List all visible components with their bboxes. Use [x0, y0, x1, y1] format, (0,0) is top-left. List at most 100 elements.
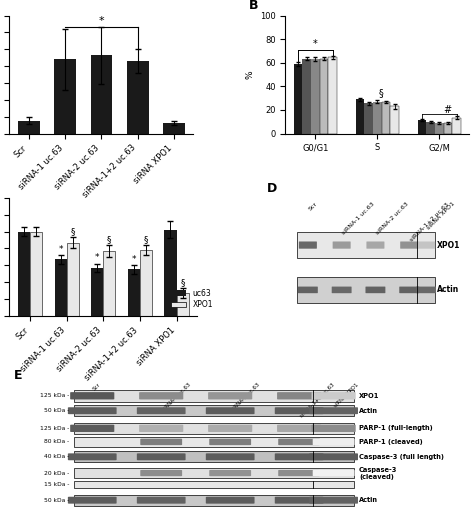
- FancyBboxPatch shape: [275, 453, 324, 460]
- Text: #: #: [443, 105, 451, 116]
- Y-axis label: %: %: [246, 70, 255, 79]
- Bar: [418, 120, 426, 133]
- Bar: [54, 59, 76, 133]
- Bar: [319, 59, 328, 133]
- Bar: [311, 59, 319, 133]
- FancyBboxPatch shape: [332, 287, 352, 293]
- Text: *: *: [95, 253, 100, 262]
- Bar: [74, 390, 354, 402]
- Bar: [74, 423, 354, 434]
- Text: Actin: Actin: [359, 408, 378, 414]
- Text: siRNA-1+2 uc.63: siRNA-1+2 uc.63: [409, 202, 450, 242]
- Bar: [67, 243, 79, 316]
- Bar: [452, 118, 461, 133]
- FancyBboxPatch shape: [68, 407, 117, 414]
- Text: 20 kDa -: 20 kDa -: [44, 470, 69, 476]
- FancyBboxPatch shape: [206, 453, 255, 460]
- Text: XPO1: XPO1: [359, 393, 379, 399]
- FancyBboxPatch shape: [333, 241, 351, 249]
- Text: E: E: [14, 369, 23, 382]
- FancyBboxPatch shape: [206, 407, 255, 414]
- Bar: [74, 405, 354, 416]
- Text: XPO1: XPO1: [438, 241, 461, 250]
- Text: §: §: [144, 234, 148, 244]
- Bar: [18, 121, 40, 133]
- FancyBboxPatch shape: [137, 497, 186, 504]
- FancyBboxPatch shape: [313, 439, 355, 445]
- FancyBboxPatch shape: [208, 425, 252, 432]
- Text: §: §: [180, 278, 185, 287]
- FancyBboxPatch shape: [311, 392, 356, 400]
- FancyBboxPatch shape: [399, 287, 419, 293]
- Text: siRNA XPO1: siRNA XPO1: [426, 202, 456, 231]
- Bar: [356, 100, 365, 133]
- Bar: [328, 57, 337, 133]
- Text: *: *: [58, 245, 63, 254]
- Text: Actin: Actin: [359, 497, 378, 503]
- FancyBboxPatch shape: [278, 470, 320, 476]
- FancyBboxPatch shape: [139, 392, 183, 400]
- Text: Actin: Actin: [438, 286, 460, 294]
- FancyBboxPatch shape: [275, 407, 324, 414]
- Text: PARP-1 (full-length): PARP-1 (full-length): [359, 425, 433, 431]
- Text: 40 kDa -: 40 kDa -: [44, 454, 69, 460]
- Text: §: §: [71, 227, 75, 236]
- Bar: [91, 55, 112, 133]
- Bar: [74, 495, 354, 505]
- Text: 125 kDa -: 125 kDa -: [40, 426, 69, 431]
- Bar: [74, 481, 354, 488]
- FancyBboxPatch shape: [68, 453, 117, 460]
- FancyBboxPatch shape: [140, 439, 182, 445]
- Text: §: §: [378, 88, 383, 98]
- Bar: [373, 102, 382, 133]
- Text: PARP-1 (cleaved): PARP-1 (cleaved): [359, 439, 423, 445]
- Bar: [127, 61, 149, 133]
- FancyBboxPatch shape: [137, 407, 186, 414]
- FancyBboxPatch shape: [277, 392, 321, 400]
- Text: siRNA-2 uc.63: siRNA-2 uc.63: [375, 202, 410, 236]
- Text: Scr: Scr: [92, 382, 102, 392]
- Text: 125 kDa -: 125 kDa -: [40, 393, 69, 398]
- Text: B: B: [248, 0, 258, 11]
- Text: 80 kDa -: 80 kDa -: [44, 439, 69, 444]
- Text: siRNA-1+2 uc.63: siRNA-1+2 uc.63: [299, 382, 336, 419]
- Bar: [30, 232, 42, 316]
- Bar: [163, 123, 185, 133]
- FancyBboxPatch shape: [417, 241, 435, 249]
- Text: *: *: [132, 255, 136, 264]
- Bar: [294, 64, 302, 133]
- Bar: [382, 102, 390, 133]
- Bar: [74, 437, 354, 447]
- Bar: [435, 123, 444, 133]
- Text: Caspase-3
(cleaved): Caspase-3 (cleaved): [359, 467, 397, 479]
- Text: *: *: [313, 39, 318, 49]
- Bar: [444, 123, 452, 133]
- FancyBboxPatch shape: [400, 241, 418, 249]
- FancyBboxPatch shape: [366, 241, 384, 249]
- FancyBboxPatch shape: [206, 497, 255, 504]
- Bar: [18, 232, 30, 316]
- Bar: [128, 269, 140, 316]
- FancyBboxPatch shape: [139, 425, 183, 432]
- Bar: [140, 250, 152, 316]
- Text: 50 kDa -: 50 kDa -: [44, 498, 69, 503]
- Text: siRNA-2 uc.63: siRNA-2 uc.63: [230, 382, 261, 413]
- FancyBboxPatch shape: [70, 425, 114, 432]
- FancyBboxPatch shape: [309, 407, 358, 414]
- Bar: [74, 468, 354, 478]
- FancyBboxPatch shape: [208, 392, 252, 400]
- Bar: [426, 122, 435, 133]
- Legend: uc63, XPO1: uc63, XPO1: [168, 286, 216, 312]
- Bar: [302, 59, 311, 133]
- FancyBboxPatch shape: [68, 497, 117, 504]
- Text: 15 kDa -: 15 kDa -: [44, 482, 69, 487]
- Bar: [176, 293, 189, 316]
- FancyBboxPatch shape: [309, 453, 358, 460]
- Bar: [74, 451, 354, 462]
- Text: *: *: [99, 16, 104, 27]
- Bar: [164, 230, 176, 316]
- Text: siRNA-1 uc.63: siRNA-1 uc.63: [342, 202, 376, 236]
- FancyBboxPatch shape: [275, 497, 324, 504]
- Text: 50 kDa -: 50 kDa -: [44, 408, 69, 413]
- Bar: [390, 106, 399, 133]
